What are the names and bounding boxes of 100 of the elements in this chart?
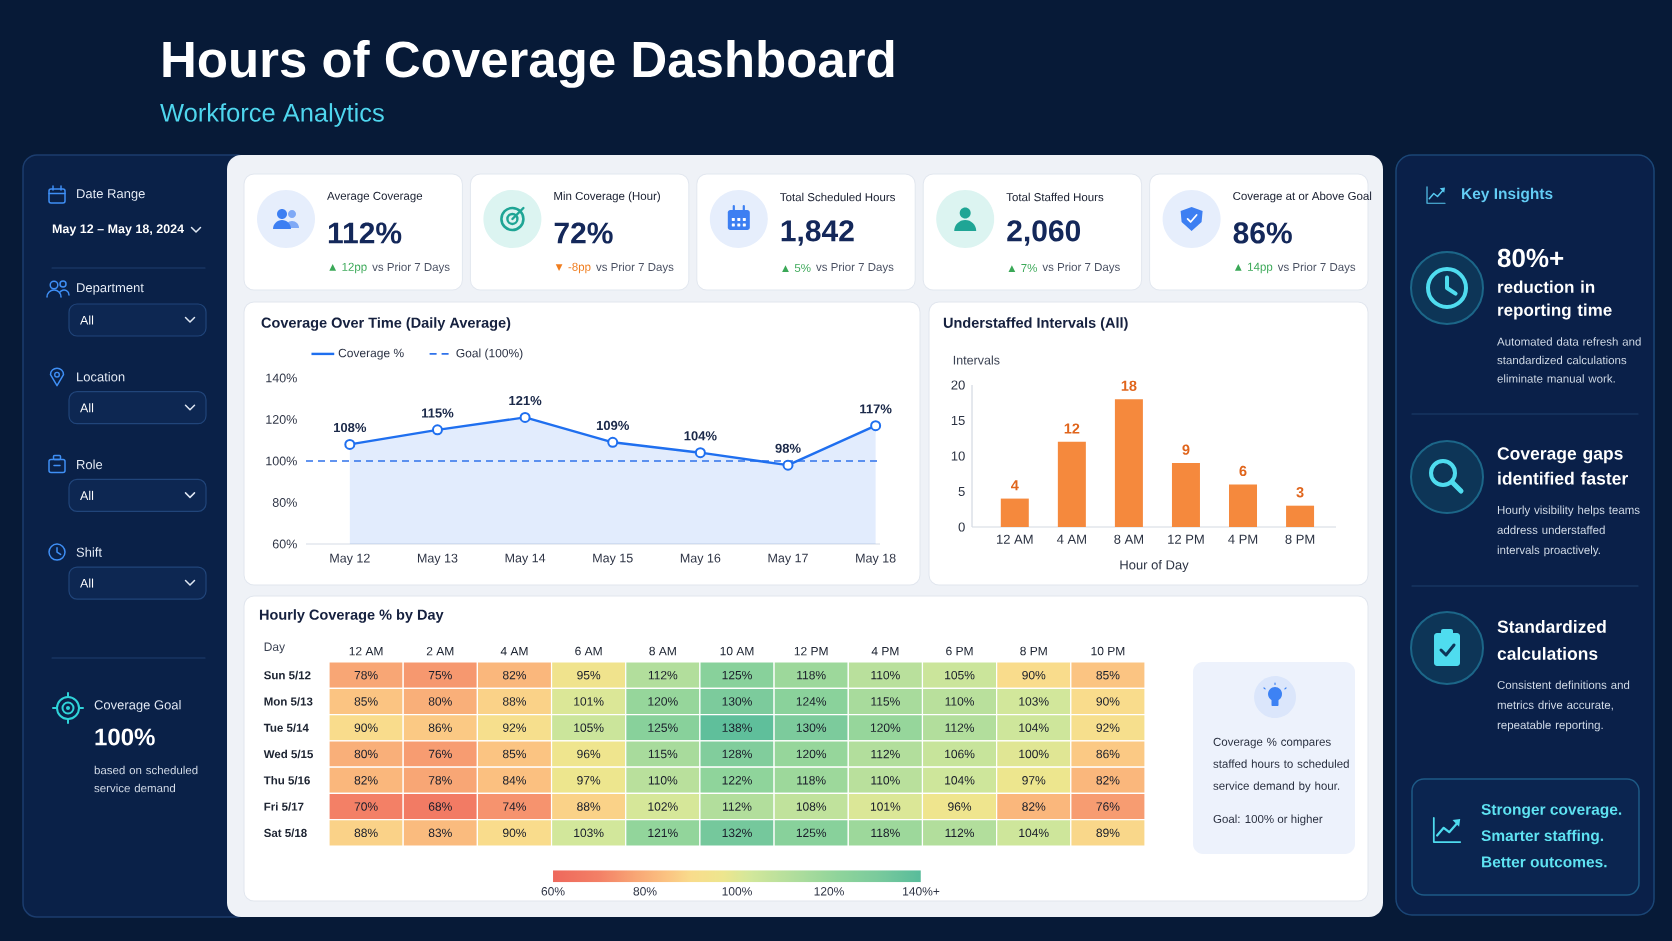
y-tick-label: Thu 5/16 (263, 775, 310, 785)
data-label: 104% (1019, 723, 1049, 732)
point (607, 436, 619, 448)
data-label: 18 (1121, 380, 1137, 391)
x-tick-label: 12 AM (996, 534, 1033, 544)
data-label: 108% (796, 802, 827, 811)
text: Coverage gaps identified faster (1497, 447, 1628, 485)
data-label: 83% (428, 828, 452, 838)
chart-title: Coverage Over Time (Daily Average) (261, 317, 511, 331)
text: All (80, 315, 94, 325)
data-label: 75% (428, 670, 452, 680)
y-tick-label: Mon 5/13 (264, 697, 313, 706)
text: 100% (95, 728, 155, 746)
x-tick-label: May 12 (330, 553, 370, 566)
x-tick-label: May 13 (417, 553, 458, 566)
data-label: 86% (428, 723, 452, 732)
text: vs Prior 7 Days (816, 262, 894, 274)
data-label: 4 (1010, 480, 1019, 491)
text: May 12 – May 18, 2024 (52, 224, 185, 236)
data-label: 96% (948, 802, 972, 811)
data-label: 95% (577, 670, 601, 680)
data-label: 118% (797, 670, 826, 680)
y-tick-label: 20 (951, 380, 965, 390)
data-label: 110% (871, 776, 900, 785)
data-label: 132% (722, 828, 752, 838)
data-label: 80% (354, 749, 378, 759)
data-label: 102% (648, 802, 678, 811)
data-label: 115% (422, 408, 454, 418)
color-bar-label: 120% (814, 887, 844, 896)
data-label: 112% (945, 723, 975, 732)
data-label: 124% (796, 697, 827, 706)
x-tick-label: 8 PM (1285, 534, 1315, 544)
text: Coverage % compares staffed hours to scheduled service demand by hour. (1213, 737, 1349, 793)
y-tick-label: 120% (266, 415, 297, 424)
data-label: 70% (354, 802, 378, 811)
x-tick-label: 2 AM (426, 646, 454, 656)
text: reduction in reporting time (1498, 280, 1612, 320)
data-label: 118% (871, 828, 900, 838)
data-label: 74% (503, 802, 527, 811)
bar (1171, 463, 1200, 527)
data-label: 104% (684, 431, 717, 441)
text: Standardized calculations (1497, 620, 1606, 660)
data-label: 88% (502, 697, 527, 706)
text: 2,060 (1007, 220, 1081, 246)
y-tick-label: 140% (266, 373, 297, 383)
text: Smarter staffing. (1481, 829, 1604, 845)
text: Coverage at or Above Goal (1233, 191, 1372, 203)
text: Total Scheduled Hours (780, 192, 895, 202)
data-label: 130% (796, 723, 827, 732)
y-tick-label: 100% (266, 456, 297, 466)
text: Hours of Coverage Dashboard (163, 40, 894, 88)
text: Total Staffed Hours (1006, 192, 1104, 202)
x-tick-label: 12 AM (349, 646, 383, 656)
y-tick-label: 0 (958, 522, 965, 532)
data-label: 105% (574, 723, 604, 732)
bar (1229, 484, 1258, 527)
data-label: 82% (1022, 802, 1046, 811)
x-tick-label: May 15 (593, 553, 633, 565)
data-label: 90% (1096, 697, 1120, 706)
text: vs Prior 7 Days (372, 262, 450, 274)
y-tick-label: 5 (958, 486, 965, 497)
data-label: 104% (1019, 828, 1049, 838)
x-tick-label: May 18 (856, 553, 896, 566)
data-label: 98% (775, 443, 801, 453)
text: Date Range (77, 189, 145, 201)
data-label: 121% (648, 828, 678, 838)
y-tick-label: 10 (951, 451, 965, 461)
data-label: 110% (648, 776, 678, 785)
text: ▲ 5% (782, 263, 811, 273)
point (870, 420, 882, 432)
color-bar-label: 100% (722, 887, 752, 896)
data-label: 82% (1096, 776, 1120, 785)
data-label: 78% (354, 670, 378, 680)
x-tick-label: 6 AM (575, 646, 602, 656)
text: All (80, 490, 94, 500)
chart-title: Understaffed Intervals (All) (943, 317, 1128, 331)
text: Department (77, 283, 144, 295)
data-label: 130% (722, 697, 752, 706)
x-tick-label: 8 AM (649, 646, 676, 656)
data-label: 122% (722, 776, 752, 785)
data-label: 12 (1064, 423, 1080, 434)
text: Workforce Analytics (160, 103, 384, 127)
data-label: 101% (870, 802, 901, 811)
data-label: 112% (945, 828, 975, 838)
x-tick-label: 6 PM (946, 646, 973, 656)
x-tick-label: May 14 (505, 553, 546, 565)
y-tick-label: 60% (272, 539, 297, 549)
y-tick-label: 80% (272, 498, 297, 507)
data-label: 90% (354, 723, 378, 732)
text: 80%+ (1497, 248, 1564, 268)
data-label: 118% (797, 776, 826, 785)
x-tick-label: 10 AM (720, 646, 754, 656)
data-label: 120% (648, 697, 678, 706)
data-label: 100% (1019, 749, 1049, 759)
text: ▲ 12pp (329, 262, 367, 274)
data-label: 110% (871, 670, 900, 680)
data-label: 125% (648, 723, 678, 732)
text: 112% (328, 222, 402, 244)
color-bar-label: 60% (541, 887, 565, 896)
text: vs Prior 7 Days (1277, 262, 1356, 274)
